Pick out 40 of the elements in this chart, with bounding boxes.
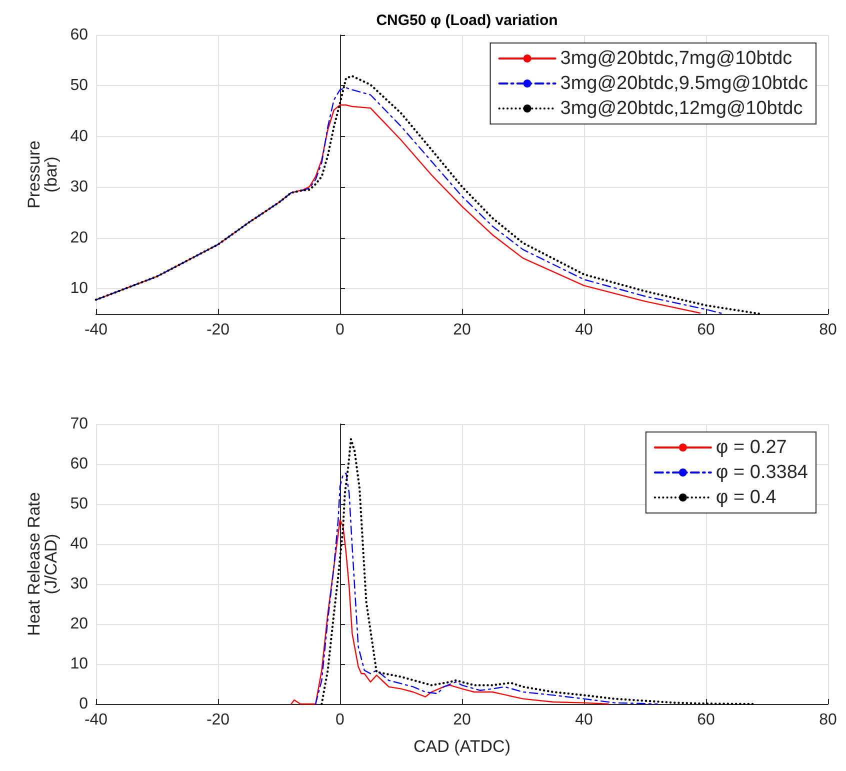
y-tick-label: 40 (70, 128, 88, 145)
y-axis-title: Pressure (bar) (24, 140, 60, 209)
y-tick-label: 30 (70, 178, 88, 196)
x-tick-label: 60 (697, 712, 715, 728)
x-tick-label: 40 (575, 322, 593, 338)
x-tick-label: -20 (206, 322, 230, 338)
y-tick-label: 20 (70, 616, 88, 632)
x-tick-label: -40 (84, 322, 108, 338)
x-tick-label: 0 (336, 322, 345, 338)
y-tick-label: 70 (70, 416, 88, 432)
legend-label: φ = 0.3384 (716, 462, 808, 483)
legend-label: 3mg@20btdc,9.5mg@10btdc (560, 73, 808, 94)
x-tick-label: 60 (697, 322, 715, 338)
x-tick-label: 40 (575, 712, 593, 728)
y-tick-label: 50 (70, 496, 88, 512)
line-series (290, 519, 609, 705)
legend-label: φ = 0.27 (716, 437, 787, 458)
y-tick-label: 0 (79, 696, 88, 712)
x-tick-label: 20 (453, 322, 471, 338)
legend-label: 3mg@20btdc,7mg@10btdc (560, 48, 792, 69)
y-axis-title: Heat Release Rate (J/CAD) (24, 492, 60, 636)
line-series (315, 472, 658, 705)
y-tick-label: 60 (70, 26, 88, 44)
y-tick-label: 10 (70, 656, 88, 672)
y-tick-label: 10 (70, 280, 88, 298)
y-tick-label: 50 (70, 77, 88, 94)
x-tick-label: 80 (819, 712, 837, 728)
x-tick-label: -20 (206, 712, 230, 728)
legend-label: φ = 0.4 (716, 487, 777, 508)
y-tick-label: 40 (70, 536, 88, 552)
x-tick-label: 80 (819, 322, 837, 338)
y-tick-label: 30 (70, 576, 88, 592)
x-tick-label: -40 (84, 712, 108, 728)
legend-label: 3mg@20btdc,12mg@10btdc (560, 98, 803, 119)
x-tick-label: 0 (336, 712, 345, 728)
chart-title: CNG50 φ (Load) variation (376, 12, 558, 29)
y-tick-label: 60 (70, 456, 88, 472)
x-axis-title: CAD (ATDC) (414, 737, 510, 756)
y-tick-label: 20 (70, 229, 88, 246)
x-tick-label: 20 (453, 712, 471, 728)
